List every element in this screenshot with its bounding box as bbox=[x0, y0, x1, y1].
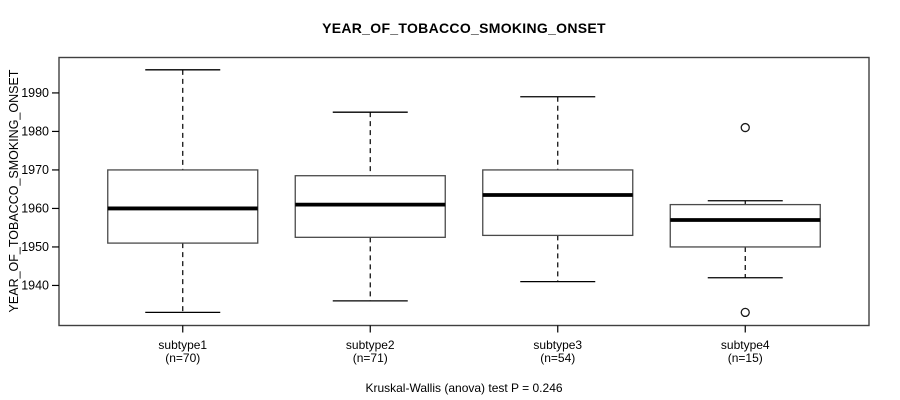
y-tick-label: 1940 bbox=[21, 279, 49, 293]
group-count-label: (n=54) bbox=[540, 350, 576, 365]
iqr-box bbox=[669, 203, 821, 248]
plot-frame bbox=[58, 56, 870, 327]
group-count-label: (n=71) bbox=[352, 350, 388, 365]
group-label: subtype1 bbox=[158, 337, 208, 352]
x-tick-label: subtype3 (n=54) bbox=[478, 337, 638, 365]
chart-title: YEAR_OF_TOBACCO_SMOKING_ONSET bbox=[322, 20, 606, 36]
group-count-label: (n=15) bbox=[727, 350, 763, 365]
iqr-box bbox=[294, 175, 446, 238]
y-tick-label: 1960 bbox=[21, 202, 49, 216]
x-tick-label: subtype2 (n=71) bbox=[290, 337, 450, 365]
y-tick-label: 1990 bbox=[21, 86, 49, 100]
outlier-point bbox=[740, 122, 750, 133]
group-count-label: (n=70) bbox=[165, 350, 201, 365]
stat-annotation: Kruskal-Wallis (anova) test P = 0.246 bbox=[365, 381, 563, 395]
y-tick-label: 1970 bbox=[21, 163, 49, 177]
x-tick-label: subtype4 (n=15) bbox=[665, 337, 825, 365]
iqr-box bbox=[107, 169, 259, 244]
y-tick-label: 1950 bbox=[21, 240, 49, 254]
group-label: subtype3 bbox=[533, 337, 583, 352]
iqr-box bbox=[482, 169, 634, 237]
group-label: subtype2 bbox=[345, 337, 395, 352]
outlier-point bbox=[740, 307, 750, 318]
group-label: subtype4 bbox=[720, 337, 770, 352]
y-tick-label: 1980 bbox=[21, 125, 49, 139]
x-tick-label: subtype1 (n=70) bbox=[103, 337, 263, 365]
